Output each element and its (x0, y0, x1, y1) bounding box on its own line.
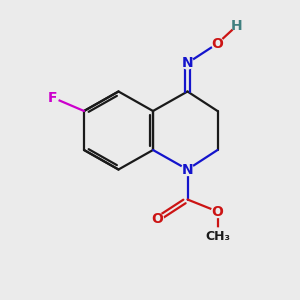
Circle shape (182, 164, 194, 175)
Text: O: O (212, 205, 224, 218)
Circle shape (152, 213, 164, 225)
Circle shape (232, 20, 242, 31)
Circle shape (212, 38, 224, 50)
Text: CH₃: CH₃ (205, 230, 230, 244)
Circle shape (182, 57, 194, 69)
Circle shape (212, 206, 224, 218)
Text: N: N (182, 56, 193, 70)
Circle shape (46, 92, 58, 104)
Text: F: F (48, 91, 57, 104)
Text: H: H (231, 19, 243, 32)
Circle shape (208, 228, 226, 246)
Text: O: O (152, 212, 164, 226)
Text: N: N (182, 163, 193, 176)
Text: O: O (212, 37, 224, 50)
